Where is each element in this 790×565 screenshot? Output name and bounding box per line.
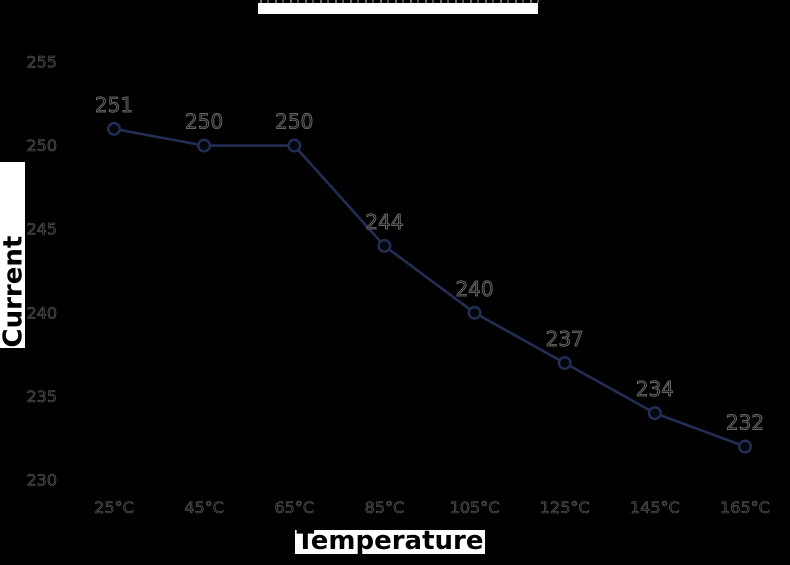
y-tick-label: 235 xyxy=(26,387,57,406)
data-point-marker xyxy=(467,305,482,320)
x-tick-label: 45°C xyxy=(184,498,224,517)
data-point-label: 237 xyxy=(546,327,584,351)
x-axis-label: Temperature xyxy=(295,526,485,556)
title-highlight-bar xyxy=(258,3,538,14)
x-tick-label: 105°C xyxy=(450,498,500,517)
data-point-label: 244 xyxy=(365,210,403,234)
data-point-label: 240 xyxy=(455,277,493,301)
data-point-label: 234 xyxy=(636,377,674,401)
data-point-marker xyxy=(557,355,572,370)
data-point-label: 232 xyxy=(726,411,764,435)
x-tick-label: 125°C xyxy=(540,498,590,517)
y-tick-label: 230 xyxy=(26,471,57,490)
data-point-label: 250 xyxy=(185,110,223,134)
data-point-marker xyxy=(377,238,392,253)
chart-line xyxy=(113,127,746,448)
data-point-label: 251 xyxy=(95,93,133,117)
y-tick-label: 240 xyxy=(26,303,57,322)
x-tick-label: 85°C xyxy=(365,498,405,517)
data-point-label: 250 xyxy=(275,110,313,134)
x-tick-label: 145°C xyxy=(630,498,680,517)
data-point-marker xyxy=(737,439,752,454)
data-point-marker xyxy=(287,138,302,153)
y-tick-label: 250 xyxy=(26,136,57,155)
x-tick-label: 65°C xyxy=(275,498,315,517)
y-tick-label: 245 xyxy=(26,220,57,239)
data-point-marker xyxy=(106,121,121,136)
data-point-marker xyxy=(647,406,662,421)
data-point-marker xyxy=(197,138,212,153)
cropped-title-text xyxy=(260,0,545,3)
x-tick-label: 165°C xyxy=(720,498,770,517)
x-tick-label: 25°C xyxy=(94,498,134,517)
y-axis-label-highlight xyxy=(0,162,25,348)
y-tick-label: 255 xyxy=(26,53,57,72)
